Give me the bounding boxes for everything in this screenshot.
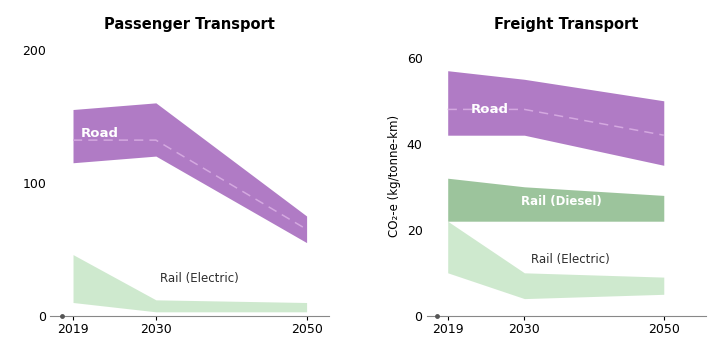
Title: Passenger Transport: Passenger Transport bbox=[104, 17, 275, 32]
Text: Road: Road bbox=[81, 127, 118, 140]
Text: Rail (Electric): Rail (Electric) bbox=[531, 253, 610, 266]
Text: Road: Road bbox=[471, 103, 508, 116]
Title: Freight Transport: Freight Transport bbox=[494, 17, 639, 32]
Text: Rail (Electric): Rail (Electric) bbox=[160, 272, 238, 285]
Text: Rail (Diesel): Rail (Diesel) bbox=[521, 195, 602, 208]
Y-axis label: CO₂-e (kg/tonne-km): CO₂-e (kg/tonne-km) bbox=[388, 115, 401, 237]
